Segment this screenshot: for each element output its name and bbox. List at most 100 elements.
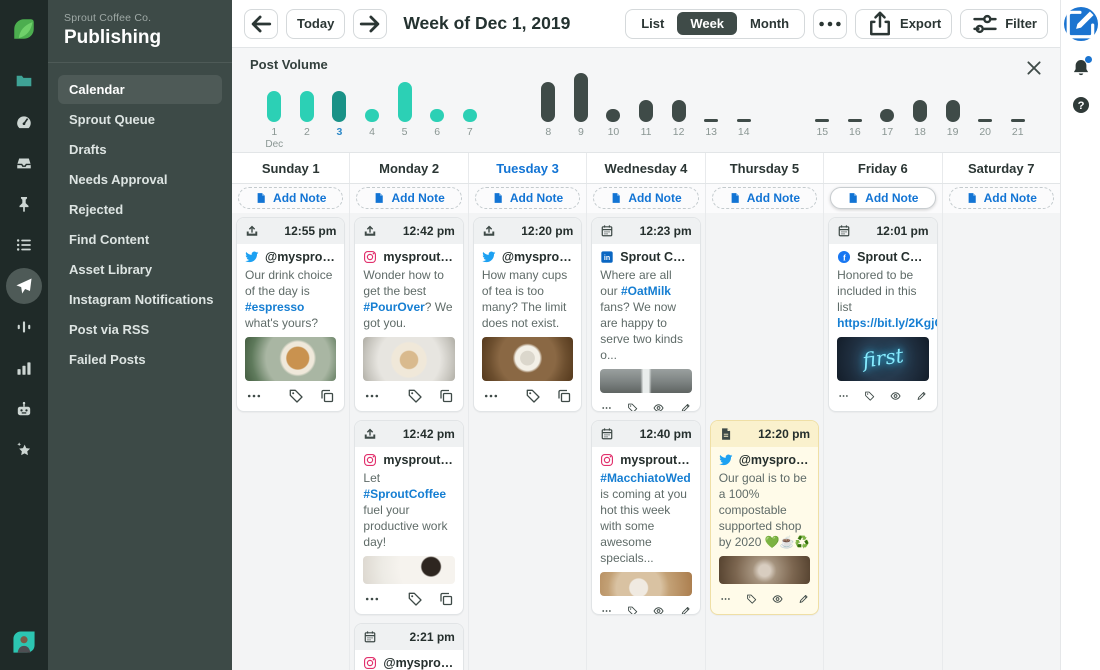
eye-icon[interactable]: [653, 603, 665, 614]
view-option-week[interactable]: Week: [677, 12, 738, 35]
sidebar-item-instagram-notifications[interactable]: Instagram Notifications: [69, 292, 214, 307]
post-volume-bar-day-5[interactable]: [397, 82, 412, 122]
rail-item-inbox[interactable]: [6, 145, 42, 181]
post-volume-bar-day-18[interactable]: [913, 100, 928, 122]
post-card[interactable]: 12:40 pmmysproutcof...#MacchiatoWed is c…: [591, 420, 701, 615]
add-note-button-sunday[interactable]: Add Note: [238, 187, 344, 209]
rail-item-pin[interactable]: [6, 186, 42, 222]
tag-icon[interactable]: [627, 603, 638, 614]
rail-item-sprout-logo[interactable]: [6, 11, 42, 47]
view-option-list[interactable]: List: [641, 16, 665, 31]
post-volume-bar-day-6[interactable]: [430, 109, 445, 122]
pencil-icon[interactable]: [680, 603, 691, 614]
copy-icon[interactable]: [556, 388, 572, 404]
sidebar-item-rejected[interactable]: Rejected: [69, 202, 124, 217]
add-note-button-wednesday[interactable]: Add Note: [593, 187, 699, 209]
post-volume-bar-day-20[interactable]: [978, 119, 993, 122]
more-actions-icon[interactable]: [246, 388, 262, 404]
more-actions-icon[interactable]: [483, 388, 499, 404]
more-actions-icon[interactable]: [601, 603, 612, 614]
eye-icon[interactable]: [772, 591, 783, 607]
post-volume-bar-day-16[interactable]: [847, 119, 862, 122]
sidebar-item-find-content[interactable]: Find Content: [69, 232, 150, 247]
tag-icon[interactable]: [288, 388, 304, 404]
post-card[interactable]: 2:21 pm @mysproutco...: [354, 623, 464, 670]
post-volume-bar-day-3[interactable]: [332, 91, 347, 122]
filter-button[interactable]: Filter: [960, 8, 1048, 39]
eye-icon[interactable]: [890, 388, 901, 404]
post-volume-bar-day-19[interactable]: [945, 100, 960, 122]
pencil-icon[interactable]: [916, 388, 927, 404]
more-actions-icon[interactable]: [364, 388, 380, 404]
add-note-button-saturday[interactable]: Add Note: [948, 187, 1054, 209]
rail-item-bar-chart[interactable]: [6, 350, 42, 386]
post-volume-bar-day-1[interactable]: [267, 91, 282, 122]
rail-item-star[interactable]: [6, 432, 42, 468]
sidebar-item-sprout-queue[interactable]: Sprout Queue: [69, 112, 155, 127]
compose-button[interactable]: [1063, 7, 1098, 41]
eye-icon[interactable]: [653, 400, 665, 411]
copy-icon[interactable]: [438, 591, 454, 607]
post-volume-bar-day-10[interactable]: [606, 109, 621, 122]
post-volume-bar-day-13[interactable]: [704, 119, 719, 122]
pencil-icon[interactable]: [798, 591, 809, 607]
more-options-button[interactable]: [813, 8, 848, 39]
sidebar-item-failed-posts[interactable]: Failed Posts: [69, 352, 146, 367]
post-card[interactable]: 12:20 pm @mysproutco... Our goal is to be …: [709, 420, 820, 615]
post-volume-bar-day-7[interactable]: [462, 109, 477, 122]
post-volume-bar-day-8[interactable]: [541, 82, 556, 122]
post-card[interactable]: 12:42 pmmysproutcof...Wonder how to get …: [354, 217, 464, 412]
post-volume-bar-day-15[interactable]: [815, 119, 830, 122]
notifications-button[interactable]: [1071, 56, 1092, 78]
sidebar-item-drafts[interactable]: Drafts: [69, 142, 107, 157]
tag-icon[interactable]: [407, 388, 423, 404]
post-volume-bar-day-9[interactable]: [573, 73, 588, 122]
tag-icon[interactable]: [864, 388, 875, 404]
sidebar-item-calendar[interactable]: Calendar: [58, 75, 222, 104]
tag-icon[interactable]: [746, 591, 757, 607]
post-card[interactable]: 12:20 pm @mysproutco... How many cups of t…: [472, 217, 583, 412]
post-volume-bar-day-17[interactable]: [880, 109, 895, 122]
rail-item-list[interactable]: [6, 227, 42, 263]
rail-item-bot[interactable]: [6, 391, 42, 427]
rail-item-paper-plane[interactable]: [6, 268, 42, 304]
post-card[interactable]: 12:42 pm mysproutcof...Let #SproutCoffee …: [354, 420, 464, 615]
more-actions-icon[interactable]: [364, 591, 380, 607]
rail-item-levels[interactable]: [6, 309, 42, 345]
help-button[interactable]: ?: [1071, 95, 1091, 115]
post-volume-bar-day-12[interactable]: [671, 100, 686, 122]
post-volume-bar-day-14[interactable]: [736, 119, 751, 122]
close-post-volume-button[interactable]: [1024, 58, 1044, 78]
post-volume-bar-day-11[interactable]: [639, 100, 654, 122]
post-card[interactable]: 12:55 pm@mysproutco...Our drink choice o…: [236, 217, 346, 412]
more-actions-icon[interactable]: [838, 388, 849, 404]
sidebar-item-asset-library[interactable]: Asset Library: [69, 262, 153, 277]
view-option-month[interactable]: Month: [750, 16, 790, 31]
post-volume-bar-day-2[interactable]: [299, 91, 314, 122]
copy-icon[interactable]: [319, 388, 335, 404]
rail-item-gauge[interactable]: [6, 104, 42, 140]
rail-item-folder[interactable]: [6, 63, 42, 99]
next-week-button[interactable]: [353, 8, 388, 39]
add-note-button-tuesday[interactable]: Add Note: [474, 187, 581, 209]
add-note-button-thursday[interactable]: Add Note: [711, 187, 818, 209]
sidebar-item-post-via-rss[interactable]: Post via RSS: [69, 322, 150, 337]
sidebar-item-needs-approval[interactable]: Needs Approval: [69, 172, 168, 187]
today-button[interactable]: Today: [286, 8, 346, 39]
post-volume-bar-day-4[interactable]: [365, 109, 380, 122]
more-actions-icon[interactable]: [720, 591, 731, 607]
tag-icon[interactable]: [407, 591, 423, 607]
add-note-button-monday[interactable]: Add Note: [356, 187, 462, 209]
pencil-icon[interactable]: [680, 400, 691, 411]
copy-icon[interactable]: [438, 388, 454, 404]
rail-item-avatar[interactable]: [6, 624, 42, 660]
prev-week-button[interactable]: [244, 8, 278, 39]
export-button[interactable]: Export: [855, 8, 953, 39]
add-note-button-friday[interactable]: Add Note: [830, 187, 936, 209]
tag-icon[interactable]: [627, 400, 638, 411]
more-actions-icon[interactable]: [601, 400, 612, 411]
post-volume-bar-day-21[interactable]: [1010, 119, 1025, 122]
tag-icon[interactable]: [525, 388, 541, 404]
